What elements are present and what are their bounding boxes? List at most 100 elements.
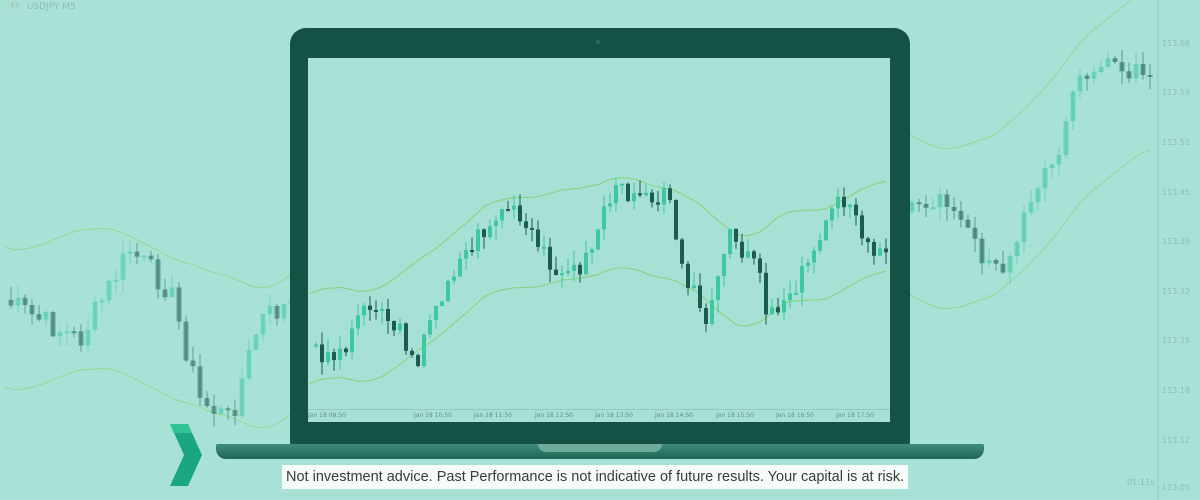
candle-body [536,229,540,247]
time-tick: Jan 18 11:50 [474,412,512,419]
candle-body [428,320,432,335]
candle-body [674,200,678,240]
candle-body [434,306,438,321]
candle-body [680,239,684,264]
candle-body [8,299,14,306]
candle-body [972,227,978,239]
candle-body [656,202,660,205]
candle-body [338,348,342,361]
candle-body [764,272,768,315]
time-tick: Jan 18 12:50 [535,412,573,419]
candle-body [404,323,408,351]
candle-body [320,344,324,363]
candle-body [916,202,922,205]
chart-symbol-label: FX USDJPY M5 [8,1,76,12]
candle-body [362,305,366,316]
time-tick: Jan 18 14:50 [655,412,693,419]
candle-body [15,297,21,306]
laptop-base [216,444,984,459]
candle-body [704,308,708,324]
candle-body [524,221,528,228]
candle-body [806,262,810,266]
candle-body [326,352,330,363]
candle-body [197,366,203,398]
candle-body [860,215,864,239]
candle-body [57,332,63,337]
candle-body [866,238,870,243]
candle-body [1147,75,1153,77]
candle-body [410,350,414,356]
price-tick: 113.45 [1162,188,1190,197]
candle-body [1070,91,1076,122]
candle-body [368,305,372,310]
candle-body [476,229,480,251]
candle-body [584,252,588,275]
candle-body [1077,75,1083,92]
candle-body [350,328,354,353]
candle-body [332,352,336,361]
candle-body [930,207,936,210]
candle-body [106,280,112,301]
candle-body [638,193,642,196]
candle-body [1000,263,1006,273]
candle-body [374,309,378,312]
candle-body [246,349,252,379]
candle-body [554,269,558,275]
candle-body [440,301,444,307]
candle-body [1056,155,1062,165]
candle-body [85,329,91,346]
upper-band-line [309,177,887,294]
candle-body [232,410,238,416]
candle-body [1014,242,1020,256]
candle-body [626,183,630,202]
candle-body [746,251,750,258]
candle-body [162,289,168,298]
candle-body [1140,64,1146,75]
candle-body [752,251,756,259]
candle-body [590,249,594,253]
candle-body [602,206,606,230]
candle-body [884,248,888,253]
time-tick: Jan 18 15:50 [716,412,754,419]
candle-body [923,203,929,208]
candle-body [818,240,822,251]
time-tick: Jan 18 09:50 [308,412,346,419]
candle-body [530,227,534,230]
candle-body [1021,212,1027,243]
candle-body [494,220,498,227]
candle-body [770,307,774,315]
candle-body [470,250,474,252]
candle-body [127,251,133,254]
price-tick: 113.25 [1162,336,1190,345]
candle-body [92,302,98,330]
price-tick: 113.66 [1162,39,1190,48]
candle-body [722,254,726,277]
candle-body [141,255,147,258]
candle-body [22,297,28,305]
candle-body [253,334,259,350]
candle-body [788,293,792,301]
candle-body [190,360,196,367]
brand-logo-icon [170,424,202,486]
screen-time-axis: Jan 18 09:50 Jan 18 10:50 Jan 18 11:50 J… [308,409,890,422]
time-tick: Jan 18 13:50 [595,412,633,419]
candle-body [64,331,70,334]
candle-body [281,304,287,319]
screen-price-chart [309,177,888,384]
candle-body [512,205,516,210]
candle-body [951,207,957,211]
candle-body [99,300,105,303]
webcam-icon [596,40,600,44]
candle-body [958,210,964,220]
candle-body [356,315,360,329]
candle-body [1042,168,1048,189]
candle-body [446,280,450,302]
price-tick: 113.32 [1162,287,1190,296]
candle-body [662,188,666,205]
candle-body [488,226,492,237]
candle-body [314,344,318,347]
candle-body [260,314,266,335]
price-axis: 113.66 113.59 113.52 113.45 113.39 113.3… [1158,0,1200,500]
candle-body [120,253,126,280]
candle-body [148,255,154,260]
